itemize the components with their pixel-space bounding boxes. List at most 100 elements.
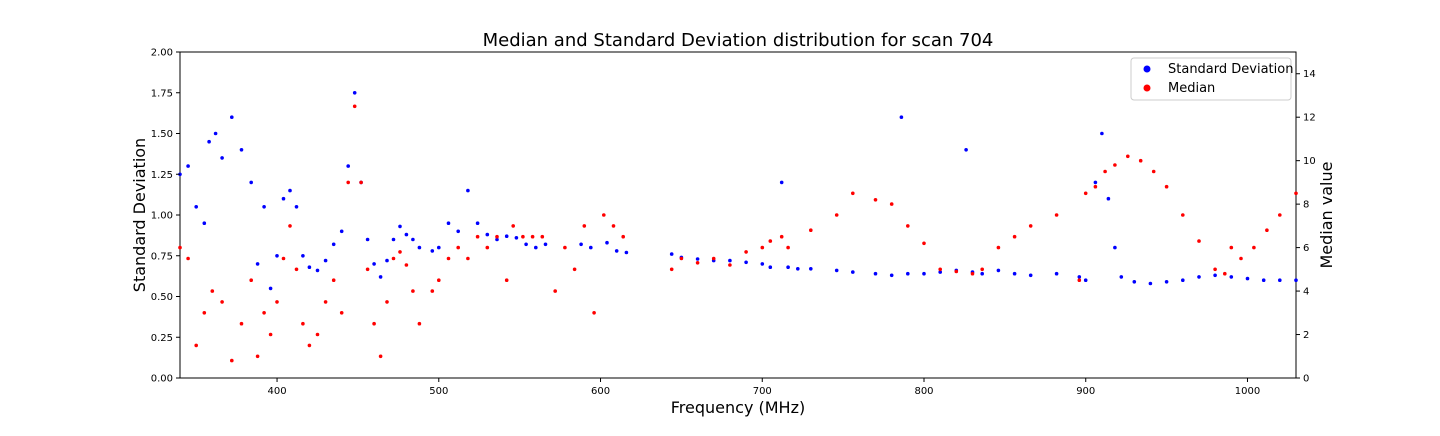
median-point bbox=[695, 261, 700, 265]
median-point bbox=[1103, 169, 1107, 174]
median-point bbox=[1252, 245, 1256, 250]
median-point bbox=[194, 343, 198, 348]
median-point bbox=[889, 202, 894, 206]
std-point bbox=[417, 245, 422, 250]
y-left-tick-label: 1.25 bbox=[151, 170, 173, 181]
median-point bbox=[1197, 239, 1201, 243]
median-point bbox=[563, 245, 567, 250]
std-point bbox=[786, 265, 790, 270]
median-point bbox=[530, 234, 535, 239]
std-point bbox=[964, 148, 968, 152]
median-point bbox=[385, 300, 389, 304]
y-axis-right-label: Median value bbox=[1317, 162, 1336, 269]
std-point bbox=[614, 249, 619, 253]
median-point bbox=[288, 224, 292, 228]
x-tick-label: 900 bbox=[1076, 386, 1095, 397]
median-point bbox=[1126, 154, 1130, 159]
std-point bbox=[220, 156, 224, 160]
median-points-group bbox=[178, 104, 1298, 363]
y-left-tick-label: 1.00 bbox=[151, 211, 173, 222]
std-point bbox=[589, 245, 593, 250]
median-point bbox=[307, 343, 312, 348]
std-point bbox=[437, 245, 441, 250]
median-point bbox=[301, 321, 305, 326]
std-point bbox=[1261, 278, 1266, 283]
std-point bbox=[605, 240, 609, 245]
y-right-tick-label: 2 bbox=[1303, 330, 1309, 341]
std-point bbox=[372, 262, 376, 266]
median-point bbox=[249, 278, 253, 283]
median-point bbox=[365, 267, 370, 272]
std-point bbox=[315, 268, 320, 273]
std-point bbox=[1100, 131, 1104, 136]
median-point bbox=[391, 256, 396, 261]
median-point bbox=[262, 311, 266, 315]
median-point bbox=[339, 311, 344, 315]
std-point bbox=[485, 232, 490, 237]
median-point bbox=[186, 256, 190, 261]
std-point bbox=[796, 267, 800, 271]
median-point bbox=[786, 245, 790, 250]
median-point bbox=[1294, 191, 1298, 196]
median-point bbox=[779, 234, 784, 239]
std-point bbox=[744, 260, 748, 265]
std-point bbox=[760, 262, 765, 266]
std-point bbox=[1106, 196, 1111, 201]
median-point bbox=[239, 321, 244, 326]
std-point bbox=[669, 252, 674, 256]
median-point bbox=[728, 263, 732, 267]
median-point bbox=[475, 234, 480, 239]
std-point bbox=[352, 91, 357, 95]
std-point bbox=[851, 270, 855, 274]
median-point bbox=[938, 267, 942, 272]
median-point bbox=[540, 234, 545, 239]
median-point bbox=[1181, 213, 1185, 217]
x-tick-label: 1000 bbox=[1235, 386, 1260, 397]
std-point bbox=[385, 258, 389, 263]
median-point bbox=[592, 311, 596, 315]
std-point bbox=[288, 188, 292, 193]
std-point bbox=[906, 271, 910, 276]
y-left-tick-label: 1.50 bbox=[151, 129, 173, 140]
median-point bbox=[809, 228, 813, 232]
median-point bbox=[744, 250, 748, 254]
std-point bbox=[495, 237, 499, 242]
x-tick-label: 600 bbox=[591, 386, 610, 397]
median-point bbox=[331, 278, 336, 283]
median-point bbox=[1077, 278, 1082, 283]
std-point bbox=[1012, 271, 1017, 276]
median-point bbox=[178, 245, 182, 250]
median-point bbox=[495, 234, 499, 239]
median-point bbox=[1093, 184, 1098, 189]
median-point bbox=[411, 289, 415, 293]
std-point bbox=[398, 224, 402, 229]
std-point bbox=[980, 271, 984, 276]
median-point bbox=[922, 241, 926, 246]
median-point bbox=[553, 289, 557, 293]
legend-std-label: Standard Deviation bbox=[1168, 62, 1293, 77]
y-left-tick-label: 0.50 bbox=[151, 292, 173, 303]
median-point bbox=[430, 289, 435, 293]
y-right-tick-label: 4 bbox=[1303, 287, 1309, 298]
std-point bbox=[809, 267, 813, 271]
median-point bbox=[834, 213, 839, 217]
std-point bbox=[411, 237, 415, 242]
median-point bbox=[417, 321, 422, 326]
median-point bbox=[1012, 234, 1017, 239]
y-left-tick-label: 1.75 bbox=[151, 88, 173, 99]
std-point bbox=[1113, 245, 1117, 250]
std-points-group bbox=[178, 91, 1298, 291]
plot-area-frame bbox=[179, 51, 1297, 379]
std-point bbox=[365, 237, 370, 242]
median-point bbox=[275, 300, 279, 304]
median-point bbox=[1239, 256, 1243, 261]
median-point bbox=[1113, 163, 1117, 167]
std-point bbox=[202, 221, 207, 225]
std-point bbox=[281, 196, 286, 201]
std-point bbox=[996, 268, 1001, 273]
median-point bbox=[323, 300, 328, 304]
y-right-tick-label: 10 bbox=[1303, 156, 1316, 167]
std-point bbox=[239, 148, 244, 152]
